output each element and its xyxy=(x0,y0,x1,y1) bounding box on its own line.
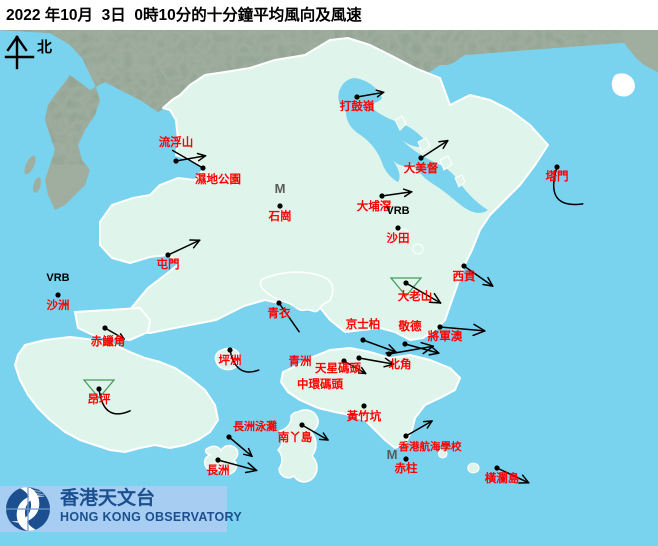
svg-text:長洲: 長洲 xyxy=(207,464,230,477)
svg-text:西貢: 西貢 xyxy=(453,270,476,283)
svg-text:中環碼頭: 中環碼頭 xyxy=(297,377,343,391)
svg-text:VRB: VRB xyxy=(386,205,409,217)
svg-text:石崗: 石崗 xyxy=(268,209,292,223)
svg-text:VRB: VRB xyxy=(46,272,69,284)
svg-text:濕地公園: 濕地公園 xyxy=(195,172,241,186)
svg-text:塔門: 塔門 xyxy=(546,169,569,183)
svg-text:青洲: 青洲 xyxy=(289,354,312,368)
svg-text:南丫島: 南丫島 xyxy=(278,430,313,444)
svg-text:M: M xyxy=(275,181,286,196)
svg-text:橫瀾島: 橫瀾島 xyxy=(485,471,520,485)
svg-text:M: M xyxy=(387,447,398,462)
svg-text:大美督: 大美督 xyxy=(404,161,439,175)
svg-text:北角: 北角 xyxy=(389,357,412,371)
svg-text:香港航海學校: 香港航海學校 xyxy=(398,440,462,453)
svg-text:香港天文台: 香港天文台 xyxy=(59,486,155,509)
svg-text:京士柏: 京士柏 xyxy=(346,317,381,331)
svg-text:屯門: 屯門 xyxy=(157,257,180,271)
svg-text:青衣: 青衣 xyxy=(268,306,291,320)
svg-text:敬德: 敬德 xyxy=(398,319,422,333)
svg-text:將軍澳: 將軍澳 xyxy=(428,329,463,343)
svg-text:坪洲: 坪洲 xyxy=(219,354,242,367)
svg-text:赤鱲角: 赤鱲角 xyxy=(91,334,126,348)
svg-text:沙田: 沙田 xyxy=(387,232,410,245)
svg-text:赤柱: 赤柱 xyxy=(395,461,418,475)
svg-text:昂坪: 昂坪 xyxy=(88,393,111,406)
svg-text:沙洲: 沙洲 xyxy=(47,299,70,312)
svg-text:長洲泳灘: 長洲泳灘 xyxy=(233,419,277,433)
svg-text:黃竹坑: 黃竹坑 xyxy=(346,409,382,423)
svg-text:HONG KONG OBSERVATORY: HONG KONG OBSERVATORY xyxy=(60,510,242,524)
svg-text:大老山: 大老山 xyxy=(398,289,433,303)
svg-text:北: 北 xyxy=(37,39,52,56)
svg-text:流浮山: 流浮山 xyxy=(159,135,194,149)
svg-text:打鼓嶺: 打鼓嶺 xyxy=(340,99,375,113)
svg-text:天星碼頭: 天星碼頭 xyxy=(315,361,361,375)
